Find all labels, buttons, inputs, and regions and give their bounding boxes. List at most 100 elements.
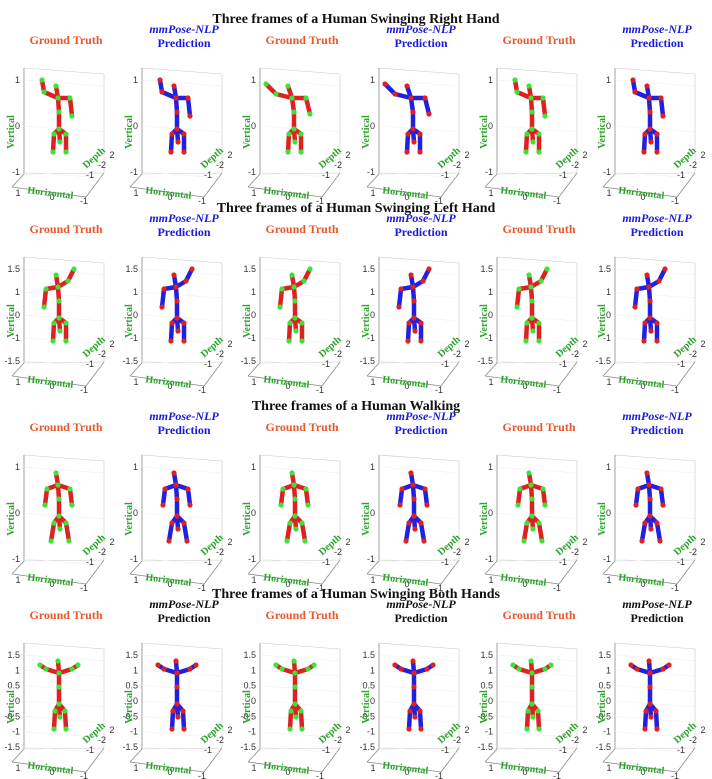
vertical-tick-label: 1: [488, 75, 493, 85]
box-edge: [23, 454, 105, 462]
vertical-tick-label: -1: [603, 727, 611, 737]
depth-tick-label: -1: [86, 557, 94, 567]
vertical-tick-label: -1: [603, 333, 611, 343]
box-edge: [23, 642, 105, 650]
skeleton-bone: [641, 320, 648, 344]
model-name-title: mmPose-NLP: [386, 211, 456, 225]
skeleton-joint: [292, 298, 298, 304]
grid-line: [496, 746, 578, 754]
skeleton-joint: [157, 77, 163, 83]
vertical-axis-label: Vertical: [124, 690, 135, 724]
skeleton-bone: [653, 708, 660, 732]
skeleton-joint: [418, 726, 424, 732]
skeleton-joint: [426, 266, 432, 272]
horizontal-tick-label: 1: [606, 575, 611, 585]
ground-truth-title: Ground Truth: [502, 420, 576, 434]
subplot-6: mmPose-NLP Prediction 1.5 1 0.5 0 -0.5 -1 -1.5 1 0…: [591, 598, 709, 779]
box-edge: [496, 454, 578, 462]
floor-edge: [247, 362, 261, 377]
box-edge: [614, 642, 696, 650]
depth-axis-line: [676, 361, 696, 387]
horizontal-tick-label: -1: [435, 771, 443, 779]
depth-tick-label: -1: [322, 170, 330, 180]
prediction-title: Prediction: [394, 611, 448, 625]
skeleton-bone: [67, 95, 75, 119]
skeleton-joint: [56, 298, 62, 304]
skeleton-joint: [403, 538, 409, 544]
skeleton-joint: [189, 266, 195, 272]
skeleton-joint: [160, 502, 166, 508]
grid-line: [378, 466, 460, 474]
subplot-4: mmPose-NLP Prediction 1 0 -1 1 0 -1 -1 -2 2 Vertica…: [355, 410, 473, 594]
box-edge: [259, 747, 341, 750]
box-edge: [259, 256, 341, 264]
skeleton-bone: [523, 131, 530, 155]
depth-tick-label: -2: [571, 547, 579, 557]
ground-truth-title: Ground Truth: [502, 33, 576, 47]
subplot-3: Ground Truth 1 0 -1 1 0 -1 -1 -2 2 Vertical Horizon…: [236, 32, 354, 207]
floor-edge: [247, 173, 261, 188]
depth-tick-label: -2: [98, 349, 106, 359]
skeleton-joint: [658, 486, 664, 492]
grid-line: [141, 268, 223, 276]
ground-truth-title: Ground Truth: [502, 222, 576, 236]
ground-truth-title: Ground Truth: [265, 420, 339, 434]
model-name-title: mmPose-NLP: [386, 597, 456, 611]
skeleton-joint: [169, 320, 175, 326]
skeleton-joint: [422, 486, 428, 492]
subplot-4: mmPose-NLP Prediction 1.5 1 0.5 0 -0.5 -1 -1.5 1 0…: [355, 598, 473, 779]
skeleton-joint: [648, 139, 654, 145]
vertical-tick-label: 1: [133, 287, 138, 297]
floor-edge: [602, 173, 616, 188]
grid-line: [23, 731, 105, 738]
axes-3d: 1.510.50-0.5-1-1.51 0 -1-1-22VerticalHoriz…: [240, 642, 351, 779]
skeleton-joint: [417, 149, 423, 155]
vertical-tick-label: 1: [15, 287, 20, 297]
horizontal-tick-label: -1: [553, 196, 561, 206]
skeleton-joint: [647, 684, 653, 690]
skeleton-joint: [284, 538, 290, 544]
skeleton-bone: [642, 708, 649, 732]
skeleton-joint: [171, 470, 177, 476]
horizontal-axis-line: [484, 761, 560, 773]
horizontal-tick-label: -1: [316, 583, 324, 593]
axes-3d: 1.510.50-0.5-1-1.51 0 -1-1-22VerticalHoriz…: [4, 642, 115, 779]
skeleton-joint: [426, 111, 432, 117]
vertical-tick-label: 0.5: [480, 681, 493, 691]
skeleton-bone: [540, 95, 548, 119]
grid-line: [496, 731, 578, 738]
horizontal-axis-line: [602, 375, 678, 387]
skeleton-joint: [424, 666, 430, 672]
skeleton-joint: [542, 113, 548, 119]
model-name-title: mmPose-NLP: [622, 22, 692, 36]
vertical-tick-label: -1.5: [4, 742, 20, 752]
skeleton-joint: [410, 284, 416, 290]
box-edge: [614, 361, 696, 364]
depth-tick-label: -2: [216, 349, 224, 359]
vertical-tick-label: 1: [15, 462, 20, 472]
skeleton-joint: [654, 149, 660, 155]
skeleton-joint: [410, 126, 416, 132]
vertical-tick-label: -1: [248, 727, 256, 737]
skeleton-joint: [56, 315, 62, 321]
vertical-axis-label: Vertical: [597, 115, 608, 149]
horizontal-tick-label: 1: [488, 763, 493, 773]
skeleton-joint: [660, 113, 666, 119]
chart-title: Three frames of a Human Swinging Right H…: [212, 12, 500, 27]
prediction-title: Prediction: [630, 36, 684, 50]
vertical-tick-label: -1: [367, 554, 375, 564]
depth-tick-label: -2: [98, 735, 106, 745]
depth-tick-label: -1: [204, 170, 212, 180]
vertical-axis-label: Vertical: [361, 690, 372, 724]
horizontal-tick-label: 0: [49, 579, 54, 589]
horizontal-axis-line: [366, 186, 442, 198]
skeleton-joint: [404, 149, 410, 155]
skeleton-joint: [299, 520, 305, 526]
vertical-axis-label: Vertical: [597, 690, 608, 724]
skeleton-joint: [516, 666, 522, 672]
skeleton-joint: [291, 482, 297, 488]
vertical-axis-label: Vertical: [361, 304, 372, 338]
axes-3d: 1.510-1-1.51 0 -1-1-22VerticalHorizontalDe…: [240, 256, 351, 395]
vertical-tick-label: -1.5: [359, 742, 375, 752]
